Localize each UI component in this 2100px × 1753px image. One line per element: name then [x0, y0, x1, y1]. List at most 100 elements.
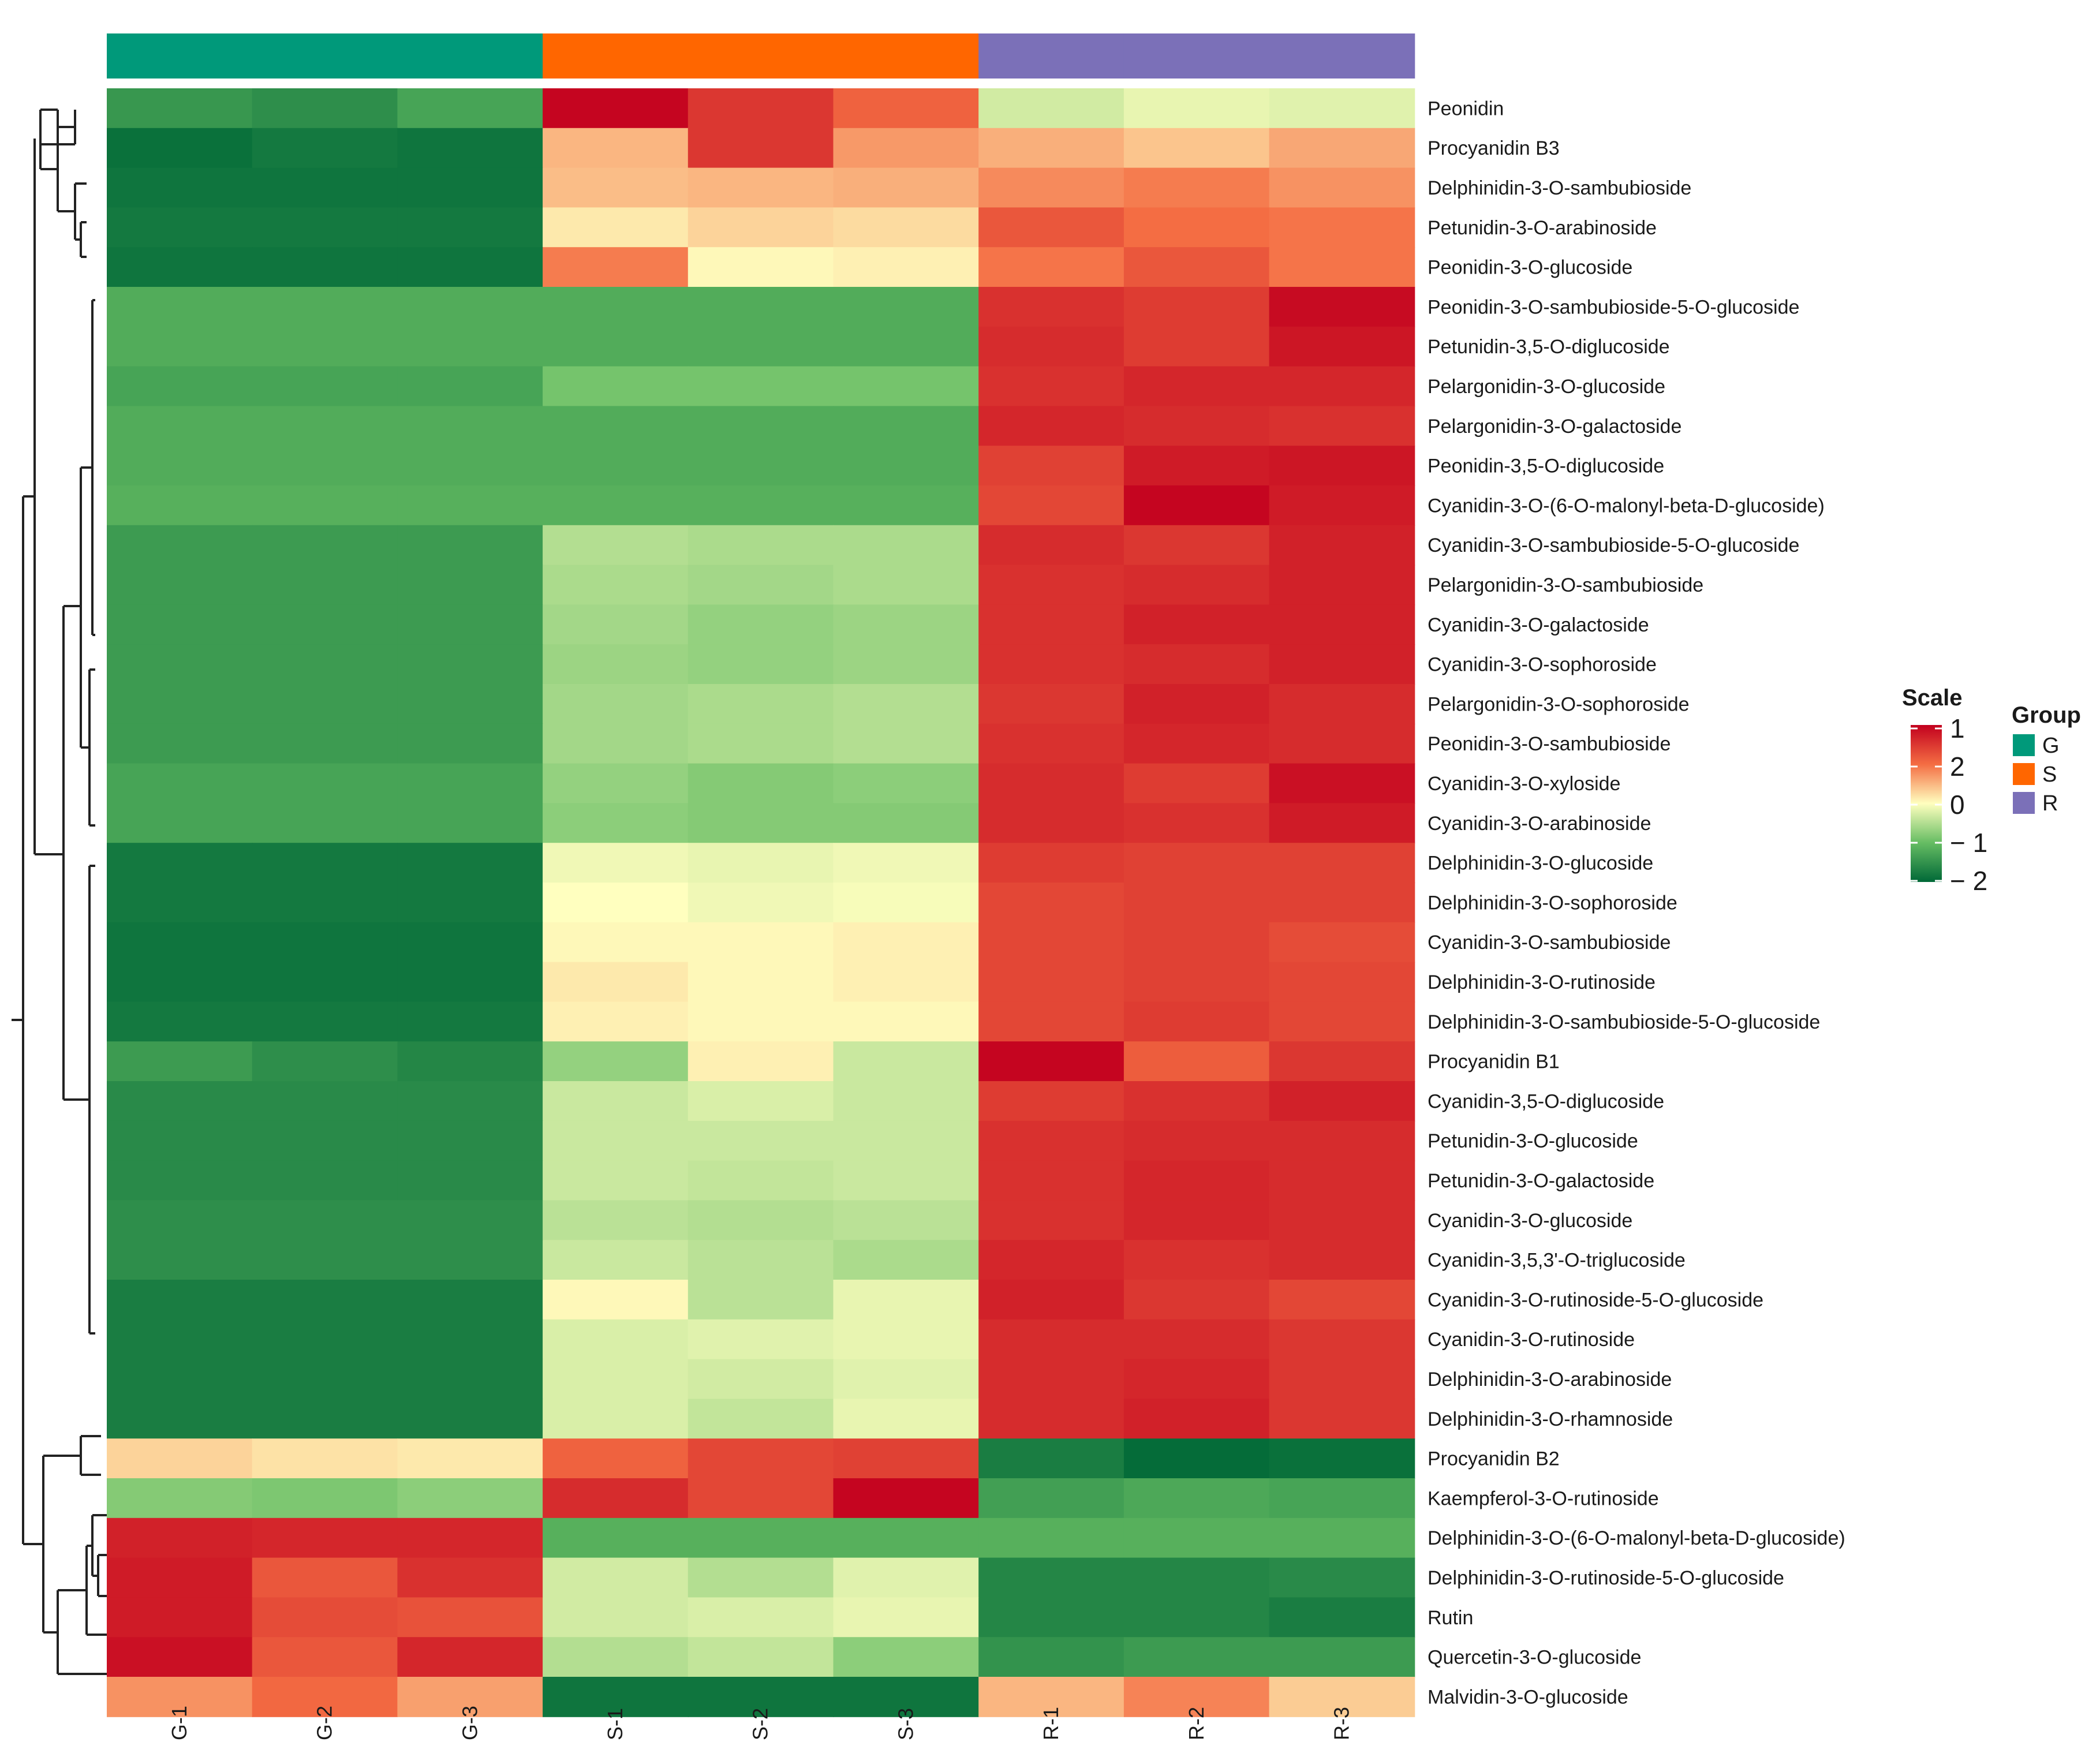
row-label: Delphinidin-3-O-(6-O-malonyl-beta-D-gluc…: [1428, 1527, 1845, 1549]
heatmap-cell: [687, 1517, 834, 1558]
heatmap-cell: [252, 1001, 398, 1042]
heatmap-cell: [543, 1557, 689, 1598]
row-label: Petunidin-3-O-glucoside: [1428, 1130, 1638, 1152]
heatmap-cell: [687, 763, 834, 804]
heatmap-cell: [252, 1280, 398, 1320]
heatmap-cell: [1123, 1438, 1270, 1479]
heatmap-cell: [978, 1677, 1124, 1717]
heatmap-cell: [107, 1120, 253, 1161]
heatmap-cell: [543, 1120, 689, 1161]
heatmap-cell: [833, 763, 980, 804]
group-legend-swatch: [2013, 792, 2035, 814]
row-label: Petunidin-3-O-galactoside: [1428, 1170, 1654, 1192]
heatmap-cell: [107, 883, 253, 923]
heatmap-cell: [1123, 1240, 1270, 1280]
row-label: Cyanidin-3-O-glucoside: [1428, 1210, 1632, 1232]
row-label: Quercetin-3-O-glucoside: [1428, 1647, 1641, 1669]
heatmap-cell: [397, 883, 544, 923]
row-labels: Peonidin Procyanidin B3 Delphinidin-3-O-sa…: [1428, 98, 1845, 1708]
heatmap-cell: [687, 207, 834, 248]
heatmap-cell: [252, 1240, 398, 1280]
heatmap-cell: [1269, 1677, 1415, 1717]
heatmap-cell: [252, 167, 398, 208]
heatmap-cell: [978, 604, 1124, 645]
row-label: Cyanidin-3-O-sambubioside: [1428, 932, 1671, 954]
heatmap-cell: [1123, 1001, 1270, 1042]
heatmap-cell: [978, 525, 1124, 566]
heatmap-cell: [107, 1517, 253, 1558]
heatmap-cell: [1269, 883, 1415, 923]
heatmap-cell: [687, 287, 834, 327]
heatmap-cell: [978, 644, 1124, 685]
heatmap-cell: [1269, 1280, 1415, 1320]
heatmap-cell: [1269, 1557, 1415, 1598]
row-label: Cyanidin-3-O-xyloside: [1428, 773, 1620, 795]
column-label: R-2: [1184, 1707, 1208, 1740]
heatmap-cell: [252, 1597, 398, 1638]
heatmap-cell: [833, 1280, 980, 1320]
heatmap-cell: [543, 803, 689, 844]
scale-tick-label: 1: [1950, 713, 1965, 743]
heatmap-cell: [107, 1160, 253, 1201]
heatmap-cell: [252, 485, 398, 526]
heatmap-cell: [1269, 843, 1415, 883]
heatmap-cell: [107, 1557, 253, 1598]
heatmap-cell: [252, 644, 398, 685]
heatmap-cell: [1269, 525, 1415, 566]
heatmap-cell: [1269, 1160, 1415, 1201]
heatmap-cell: [687, 723, 834, 764]
heatmap-cell: [107, 1041, 253, 1082]
row-label: Cyanidin-3-O-sambubioside-5-O-glucoside: [1428, 535, 1799, 556]
heatmap-cell: [687, 1677, 834, 1717]
heatmap-cell: [107, 247, 253, 287]
heatmap-cell: [107, 1597, 253, 1638]
heatmap-cell: [107, 88, 253, 129]
row-label: Cyanidin-3,5,3'-O-triglucoside: [1428, 1250, 1686, 1272]
heatmap-cell: [397, 366, 544, 407]
heatmap-cell: [833, 1557, 980, 1598]
heatmap-cell: [687, 922, 834, 963]
heatmap-cell: [397, 1597, 544, 1638]
heatmap-cell: [107, 1478, 253, 1519]
heatmap-cell: [1269, 1517, 1415, 1558]
heatmap-cell: [1269, 167, 1415, 208]
heatmap-cell: [1123, 485, 1270, 526]
group-legend-swatch: [2013, 763, 2035, 785]
heatmap-cell: [1123, 1200, 1270, 1241]
heatmap-cell: [543, 644, 689, 685]
heatmap-cell: [833, 366, 980, 407]
heatmap-cell: [978, 1160, 1124, 1201]
heatmap-cell: [687, 1200, 834, 1241]
heatmap-cell: [1269, 1399, 1415, 1440]
heatmap-cell: [107, 1001, 253, 1042]
heatmap-cell: [252, 1160, 398, 1201]
scale-tick-label: − 2: [1950, 866, 1987, 896]
heatmap-cell: [687, 1160, 834, 1201]
heatmap-cell: [687, 803, 834, 844]
heatmap-cell: [252, 207, 398, 248]
row-label: Cyanidin-3-O-arabinoside: [1428, 813, 1651, 835]
heatmap-cell: [687, 525, 834, 566]
column-label: G-3: [458, 1706, 481, 1740]
heatmap-cell: [252, 1637, 398, 1677]
heatmap-cell: [1123, 604, 1270, 645]
heatmap-cell: [1123, 128, 1270, 169]
heatmap-cell: [397, 88, 544, 129]
heatmap-cell: [978, 1597, 1124, 1638]
heatmap-cell: [1269, 287, 1415, 327]
heatmap-cell: [1269, 1438, 1415, 1479]
heatmap-cell: [833, 247, 980, 287]
heatmap-cell: [397, 1517, 544, 1558]
group-bar-cell: [252, 33, 398, 79]
heatmap-cell: [978, 1120, 1124, 1161]
heatmap-cell: [107, 525, 253, 566]
heatmap-cell: [1123, 763, 1270, 804]
scale-colorbar: [1911, 725, 1942, 882]
scale-legend-title: Scale: [1902, 685, 1963, 711]
heatmap-cell: [252, 1120, 398, 1161]
heatmap-cell: [833, 1677, 980, 1717]
heatmap-cell: [252, 1319, 398, 1360]
heatmap-cell: [1269, 1081, 1415, 1122]
heatmap-cell: [978, 1557, 1124, 1598]
row-label: Peonidin-3-O-glucoside: [1428, 257, 1632, 279]
